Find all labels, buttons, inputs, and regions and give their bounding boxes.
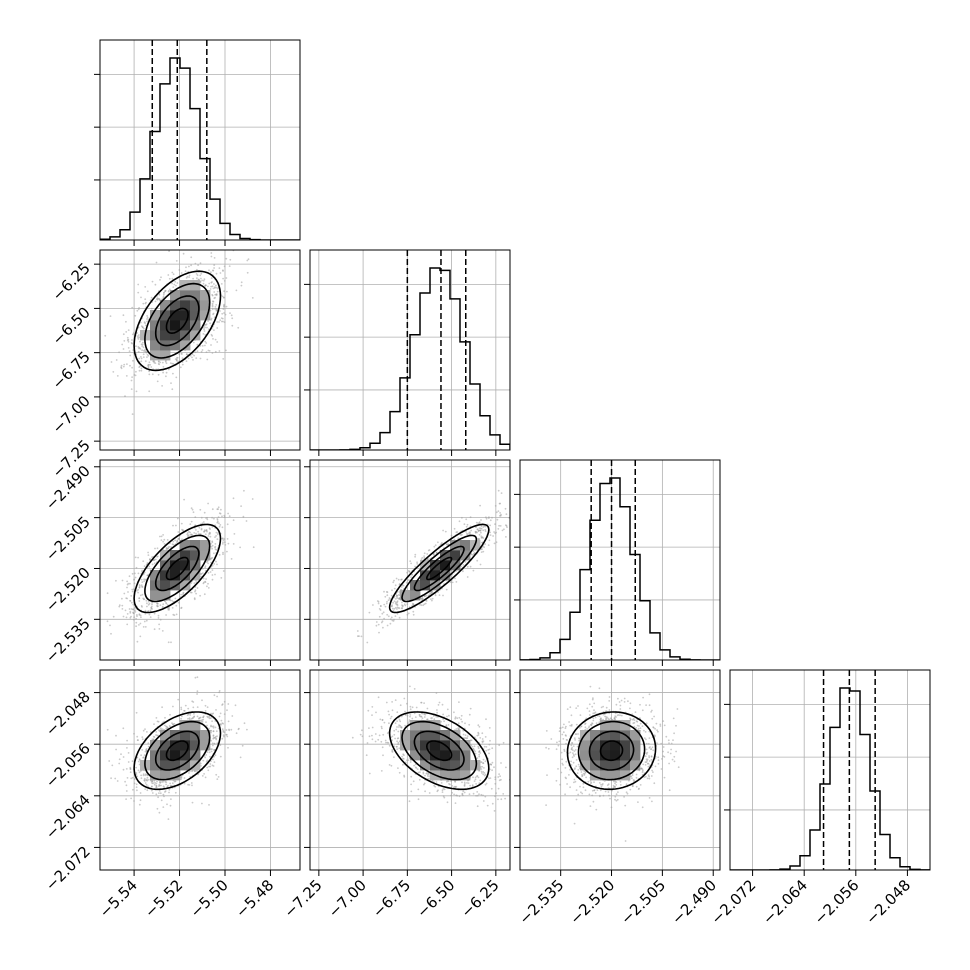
contour-0 — [165, 556, 189, 581]
panel-frame — [309, 459, 511, 661]
contours — [388, 711, 490, 791]
histogram-step-1 — [310, 267, 510, 450]
x-tick-label: −5.48 — [232, 876, 277, 921]
x-tick-label: −5.52 — [141, 876, 186, 921]
panel-frame — [729, 669, 931, 871]
scatter-points — [545, 685, 680, 842]
contour-1 — [154, 295, 200, 347]
y-tick-label: −6.25 — [49, 259, 94, 304]
y-tick-label: −2.520 — [42, 564, 94, 616]
histogram-step-0 — [100, 57, 300, 240]
grid — [310, 460, 510, 660]
x-tick-label: −7.00 — [325, 876, 370, 921]
panel-frame — [519, 459, 721, 661]
panel-frame — [309, 249, 511, 451]
contour-0 — [425, 556, 453, 581]
panel-frame — [99, 39, 301, 241]
scatter-panel-0-1: −7.25−7.00−6.75−6.50−6.25 — [49, 249, 301, 481]
grid — [100, 250, 300, 450]
y-tick-label: −2.056 — [42, 739, 94, 791]
contour-2 — [144, 720, 211, 781]
grid — [730, 670, 930, 870]
panel-frame — [99, 249, 301, 451]
contour-1 — [413, 545, 465, 592]
contours — [388, 523, 490, 614]
panel-frame — [99, 669, 301, 871]
histogram-panel-1 — [304, 249, 511, 456]
x-tick-label: −2.072 — [707, 876, 759, 928]
contours — [133, 523, 222, 614]
contour-3 — [388, 523, 490, 614]
x-tick-label: −7.25 — [280, 876, 325, 921]
panel-frame — [99, 459, 301, 661]
contour-2 — [401, 534, 478, 603]
x-tick-label: −2.520 — [566, 876, 618, 928]
x-tick-label: −5.54 — [96, 876, 141, 921]
scatter-panel-0-3: −2.072−2.064−2.056−2.048 −5.54 −5.52 −5.50−… — [42, 669, 301, 921]
y-tick-label: −2.048 — [42, 688, 94, 740]
contour-0 — [425, 740, 453, 762]
x-tick-label: −2.535 — [516, 876, 568, 928]
contour-0 — [165, 740, 189, 762]
histogram-panel-0 — [94, 39, 301, 246]
contours — [133, 711, 222, 791]
histogram-step-3 — [730, 687, 930, 870]
x-tick-label: −2.056 — [811, 876, 863, 928]
x-tick-label: −5.50 — [187, 876, 232, 921]
contour-3 — [133, 711, 222, 791]
x-tick-label: −6.50 — [413, 876, 458, 921]
density-grid — [140, 280, 211, 361]
x-tick-label: −2.048 — [862, 876, 914, 928]
y-tick-label: −2.064 — [42, 791, 94, 843]
contour-2 — [144, 534, 211, 603]
density-grid — [400, 720, 481, 781]
x-tick-label: −6.75 — [369, 876, 414, 921]
y-tick-label: −2.505 — [42, 513, 94, 565]
histogram-step-2 — [520, 477, 720, 660]
y-tick-label: −6.75 — [49, 348, 94, 393]
contour-2 — [144, 282, 211, 359]
contour-3 — [133, 523, 222, 614]
y-tick-label: −6.50 — [49, 304, 94, 349]
contours — [566, 711, 657, 791]
contour-3 — [388, 711, 490, 791]
contour-0 — [599, 740, 624, 762]
contour-0 — [165, 307, 189, 335]
scatter-panel-1-3: −7.25 −7.00 −6.75 −6.50 −6.25 — [280, 669, 511, 921]
panel-frame — [519, 669, 721, 871]
y-tick-label: −2.535 — [42, 614, 94, 666]
contour-1 — [413, 730, 465, 771]
contour-2 — [577, 720, 646, 781]
contour-3 — [133, 270, 222, 372]
contour-1 — [154, 730, 200, 771]
x-tick-label: −2.064 — [759, 876, 811, 928]
scatter-panel-1-2 — [304, 459, 511, 666]
scatter-panel-2-3: −2.535−2.520−2.505−2.490 — [514, 669, 721, 928]
x-tick-label: −6.25 — [457, 876, 502, 921]
y-tick-label: −7.00 — [49, 392, 94, 437]
contour-1 — [588, 730, 635, 771]
contour-1 — [154, 545, 200, 592]
contour-3 — [566, 711, 657, 791]
contour-2 — [401, 720, 478, 781]
scatter-panel-0-2: −2.535−2.520−2.505−2.490 — [42, 459, 301, 666]
histogram-panel-2 — [514, 459, 721, 666]
x-tick-label: −2.505 — [617, 876, 669, 928]
panel-frame — [309, 669, 511, 871]
histogram-panel-3: −2.072 −2.064 −2.056 −2.048 — [707, 669, 931, 928]
contours — [133, 270, 222, 372]
y-tick-label: −2.072 — [42, 843, 94, 895]
